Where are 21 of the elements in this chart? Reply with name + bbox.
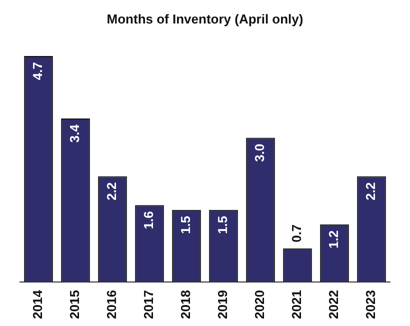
data-label: 1.6	[141, 211, 156, 230]
data-label: 1.5	[215, 216, 230, 234]
x-tick-label: 2022	[326, 290, 342, 319]
x-tick-label: 2016	[104, 290, 120, 319]
data-label: 2.2	[363, 182, 378, 200]
data-label: 3.4	[67, 124, 82, 143]
x-tick-label: 2014	[30, 289, 46, 319]
x-tick-label: 2020	[252, 290, 268, 319]
x-tick-label: 2015	[67, 290, 82, 319]
x-tick-label: 2023	[363, 290, 378, 319]
chart-title: Months of Inventory (April only)	[106, 11, 304, 26]
x-tick-label: 2021	[289, 290, 304, 319]
data-label: 3.0	[252, 144, 268, 162]
data-label: 0.7	[289, 224, 304, 242]
data-label: 1.2	[326, 230, 342, 248]
x-tick-label: 2018	[178, 290, 194, 319]
data-label: 1.5	[178, 216, 194, 234]
data-label: 4.7	[30, 62, 46, 80]
x-tick-label: 2019	[215, 290, 230, 319]
data-label: 2.2	[104, 182, 120, 200]
x-tick-label: 2017	[141, 290, 156, 319]
